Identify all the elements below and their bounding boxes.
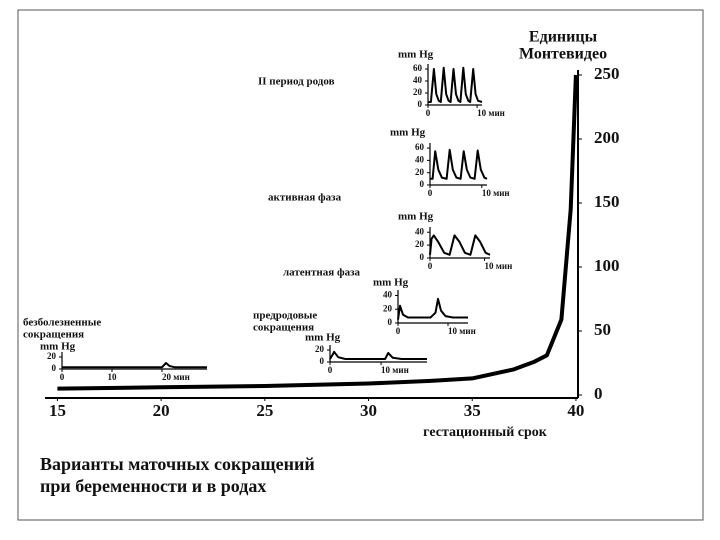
trace [430, 148, 488, 180]
chart-title: Варианты маточных сокращений [40, 454, 315, 474]
y-unit: mm Hg [305, 332, 341, 344]
y-tick-label: 40 [383, 290, 393, 300]
x-tick-label: 10 [108, 372, 118, 382]
inset-label: безболезненные [23, 317, 101, 329]
y-tick-label: 0 [418, 99, 423, 109]
inset-label: предродовые [253, 310, 317, 322]
y-tick-label: 40 [415, 154, 425, 164]
trace [62, 362, 207, 369]
y-unit: mm Hg [373, 277, 409, 289]
trace [329, 350, 427, 360]
y-axis-title: Единицы [529, 29, 598, 46]
x-tick-label: 10 мин [485, 261, 513, 271]
inset-label: латентная фаза [283, 267, 360, 279]
x-tick-label: 30 [360, 401, 377, 420]
x-axis-title: гестационный срок [423, 425, 548, 440]
inset-label: сокращения [23, 329, 84, 341]
x-tick-label: 10 мин [477, 108, 505, 118]
y-tick-label: 60 [415, 142, 425, 152]
y-tick-label: 20 [47, 351, 57, 361]
y-unit: mm Hg [40, 341, 76, 353]
x-tick-label: 35 [464, 401, 481, 420]
y-axis-title: Монтевидео [519, 46, 607, 63]
inset-label: сокращения [253, 322, 314, 334]
x-tick-label: 0 [60, 372, 65, 382]
x-tick-label: 25 [256, 401, 273, 420]
x-tick-label: 0 [426, 108, 431, 118]
y-tick-label: 0 [320, 356, 325, 366]
inset-label: активная фаза [268, 192, 342, 204]
y-tick-label: 20 [315, 344, 325, 354]
y-tick-label: 200 [594, 128, 620, 147]
y-tick-label: 0 [388, 317, 393, 327]
x-tick-label: 0 [396, 326, 401, 336]
trace [429, 234, 491, 256]
y-tick-label: 20 [383, 303, 393, 313]
x-tick-label: 20 [153, 401, 170, 420]
y-tick-label: 40 [413, 75, 423, 85]
y-tick-label: 0 [594, 384, 603, 403]
y-tick-label: 20 [415, 167, 425, 177]
y-tick-label: 50 [594, 320, 611, 339]
x-tick-label: 0 [328, 365, 333, 375]
chart-title: при беременности и в родах [40, 476, 266, 496]
x-tick-label: 0 [428, 261, 433, 271]
x-tick-label: 0 [428, 188, 433, 198]
y-unit: mm Hg [390, 127, 426, 139]
inset-label: II период родов [258, 76, 335, 88]
x-tick-label: 20 мин [162, 372, 190, 382]
x-tick-label: 10 мин [381, 365, 409, 375]
y-tick-label: 60 [413, 63, 423, 73]
x-tick-label: 15 [49, 401, 66, 420]
x-tick-label: 10 мин [482, 188, 510, 198]
y-tick-label: 20 [413, 87, 423, 97]
x-tick-label: 10 мин [448, 326, 476, 336]
y-unit: mm Hg [398, 49, 434, 61]
y-tick-label: 20 [415, 239, 425, 249]
trace [428, 66, 483, 103]
x-tick-label: 40 [567, 401, 584, 420]
y-tick-label: 0 [52, 363, 57, 373]
trace [397, 297, 468, 320]
y-tick-label: 100 [594, 256, 620, 275]
trace [57, 74, 578, 391]
frame [17, 9, 704, 521]
y-unit: mm Hg [398, 211, 434, 223]
y-tick-label: 250 [594, 64, 620, 83]
y-tick-label: 150 [594, 192, 620, 211]
y-tick-label: 40 [415, 226, 425, 236]
y-tick-label: 0 [420, 179, 425, 189]
y-tick-label: 0 [420, 252, 425, 262]
